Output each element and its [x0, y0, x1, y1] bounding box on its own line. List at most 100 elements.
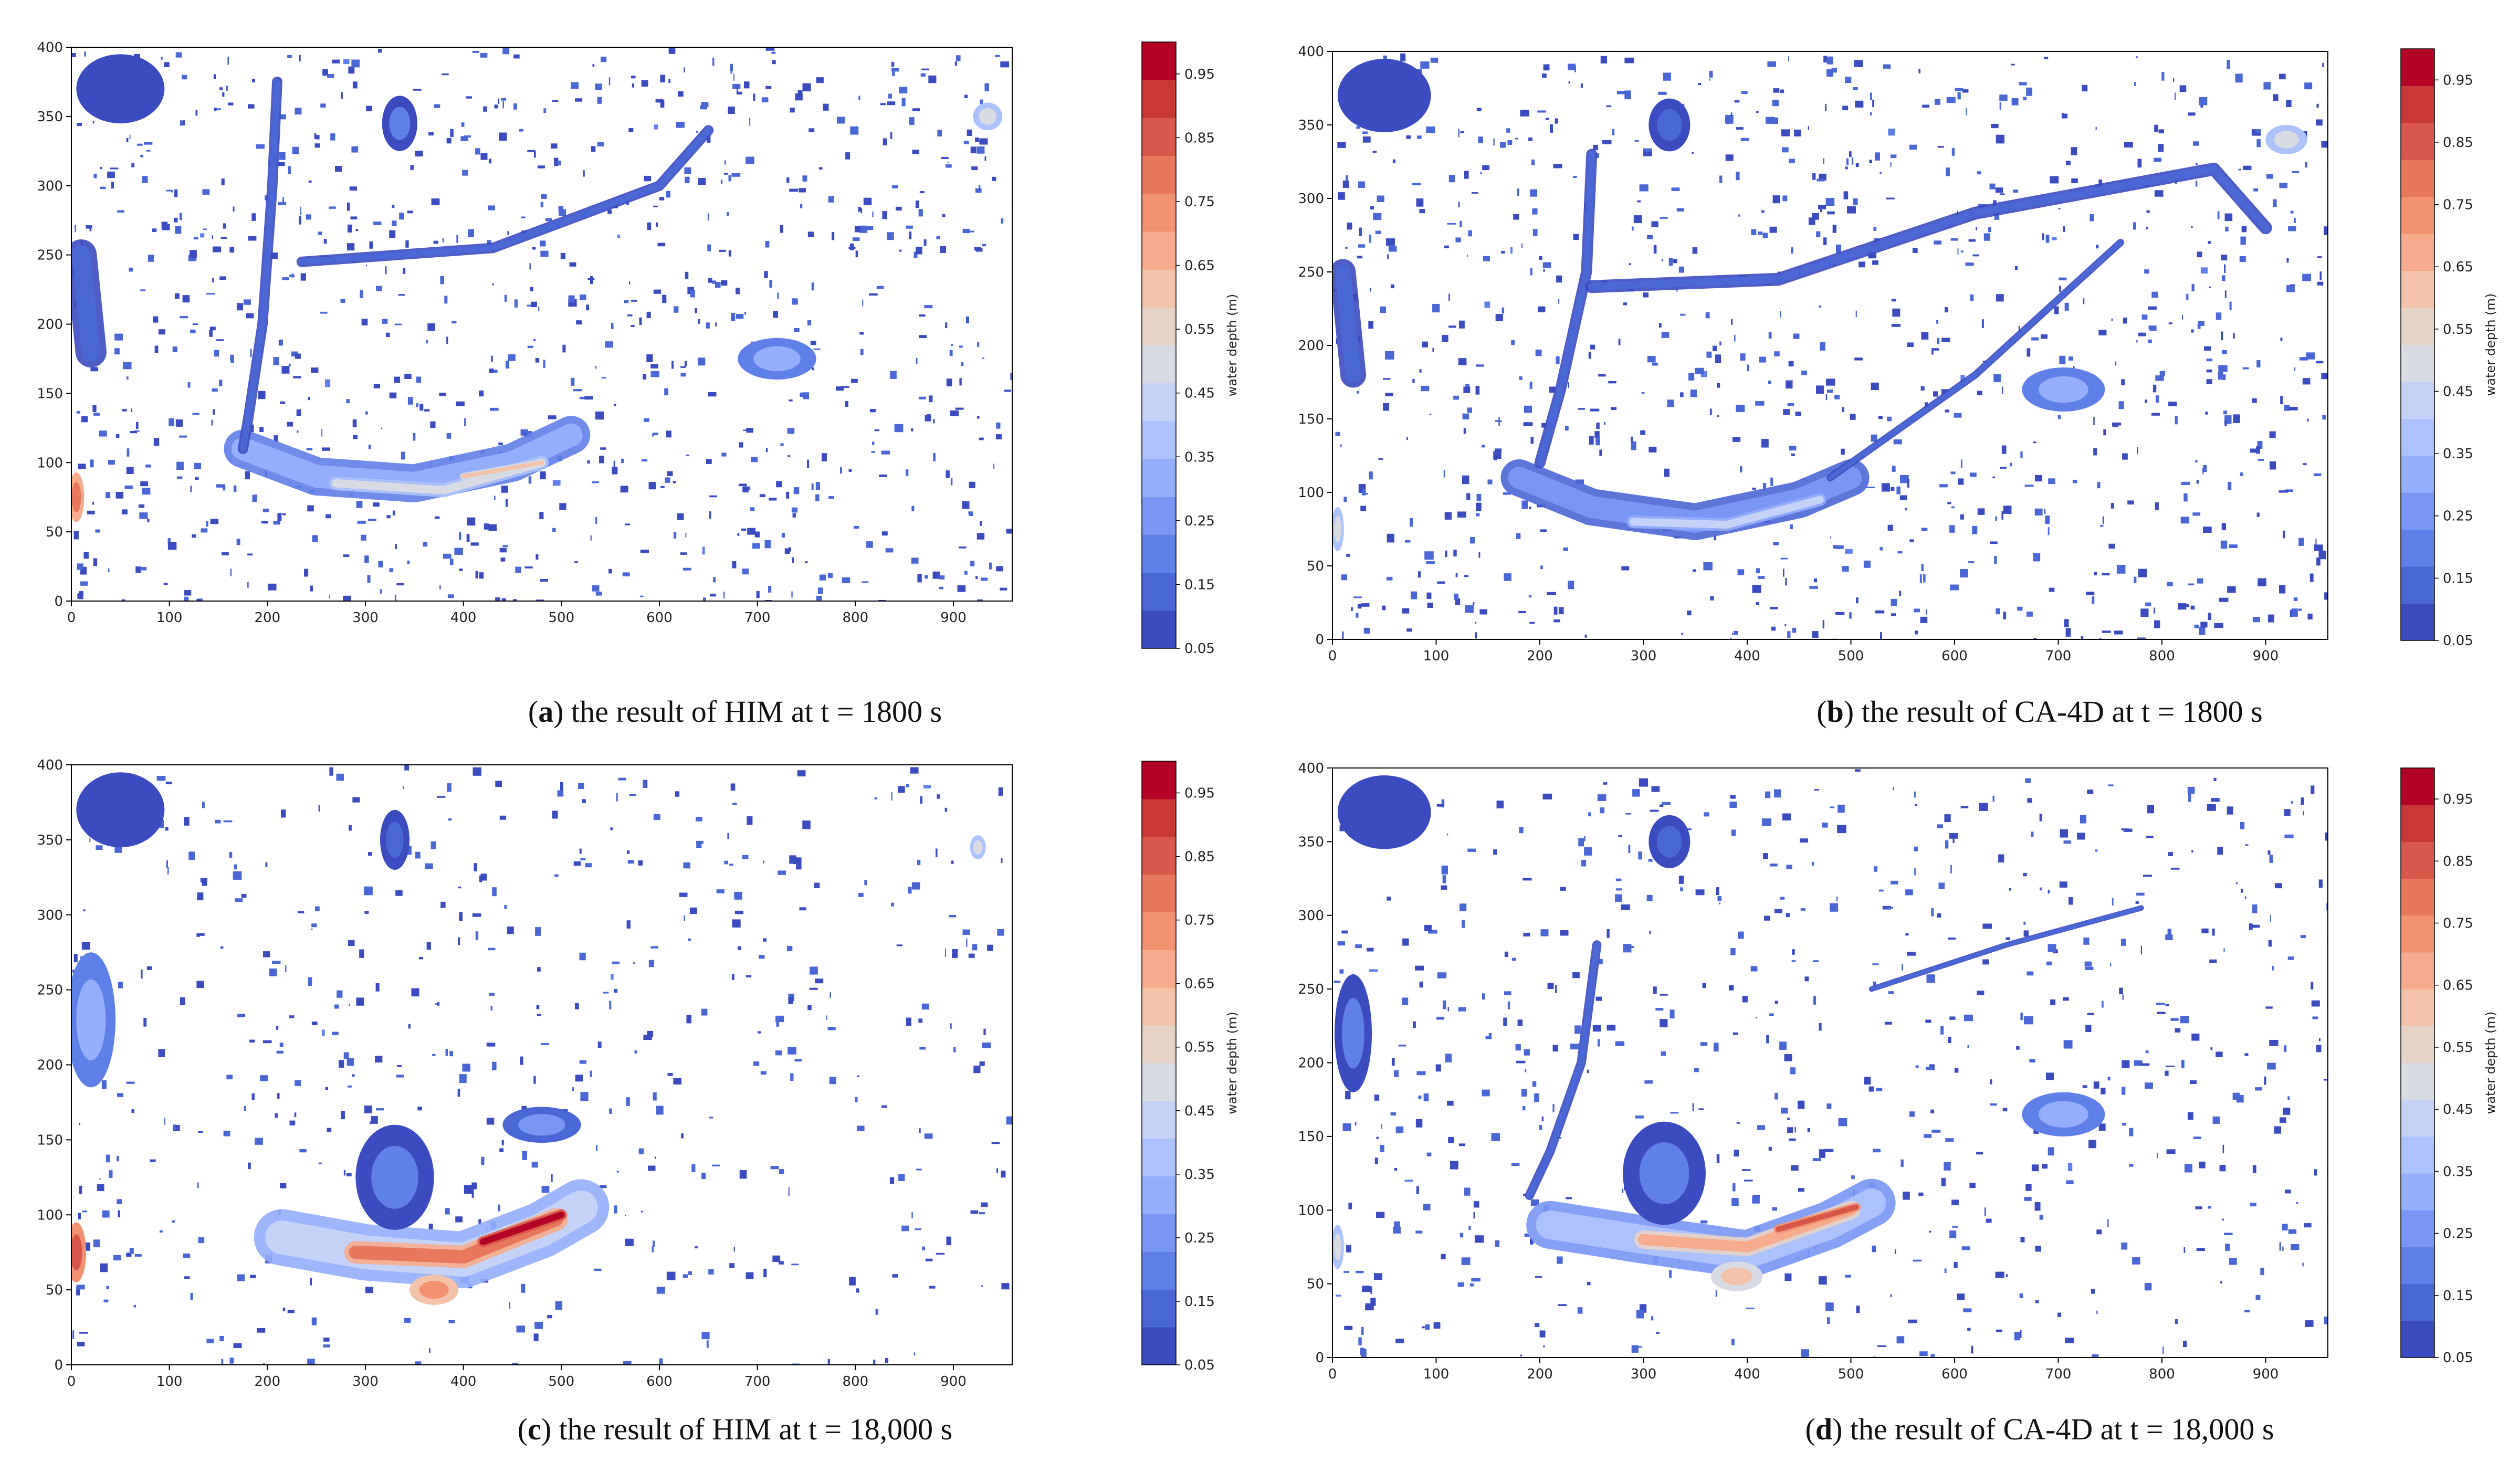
- wet-cell: [959, 378, 962, 386]
- wet-cell: [2019, 1293, 2023, 1298]
- y-tick-label: 0: [1315, 632, 1324, 648]
- wet-cell: [250, 349, 252, 357]
- ponding-blob-core: [973, 840, 983, 855]
- wet-cell: [243, 299, 251, 305]
- wet-cell: [1877, 1345, 1886, 1347]
- wet-cell: [1819, 1149, 1826, 1158]
- wet-cell: [2321, 373, 2328, 380]
- wet-cell: [375, 1056, 383, 1063]
- wet-cell: [1606, 105, 1612, 108]
- wet-cell: [901, 98, 906, 107]
- wet-cell: [1534, 1093, 1539, 1102]
- wet-cell: [1826, 56, 1833, 65]
- wet-cell: [548, 415, 556, 419]
- wet-cell: [625, 1214, 626, 1216]
- wet-cell: [698, 357, 706, 366]
- wet-cell: [1441, 799, 1445, 808]
- wet-cell: [1570, 1044, 1580, 1050]
- wet-cell: [587, 460, 590, 464]
- wet-cell: [512, 1363, 518, 1365]
- wet-cell: [2102, 1001, 2104, 1008]
- wet-cell: [911, 506, 915, 512]
- wet-cell: [436, 1002, 440, 1006]
- wet-cell: [1842, 407, 1844, 413]
- wet-cell: [685, 176, 690, 183]
- wet-cell: [369, 241, 373, 249]
- wet-cell: [1915, 630, 1918, 635]
- wet-cell: [323, 239, 327, 244]
- wet-cell: [1800, 838, 1809, 843]
- wet-cell: [1418, 571, 1421, 578]
- wet-cell: [1540, 529, 1547, 532]
- wet-cell: [1773, 542, 1779, 545]
- wet-cell: [1823, 56, 1827, 63]
- wet-cell: [445, 1208, 450, 1215]
- wet-cell: [1560, 930, 1569, 936]
- wet-cell: [1621, 904, 1630, 910]
- wet-cell: [108, 568, 110, 572]
- wet-cell: [130, 431, 137, 434]
- wet-cell: [712, 1164, 720, 1167]
- colorbar-tick-label: 0.15: [1184, 1294, 1215, 1310]
- wet-cell: [1968, 561, 1975, 563]
- wet-cell: [628, 128, 634, 132]
- wet-cell: [1779, 1041, 1787, 1050]
- wet-cell: [2115, 361, 2117, 366]
- wet-cell: [1988, 227, 1991, 233]
- wet-cell: [470, 542, 479, 546]
- wet-cell: [1461, 1257, 1471, 1265]
- wet-cell: [842, 577, 850, 584]
- wet-cell: [1631, 436, 1633, 443]
- wet-cell: [2285, 489, 2293, 492]
- wet-cell: [2250, 448, 2259, 453]
- wet-cell: [2102, 573, 2110, 576]
- wet-cell: [814, 882, 820, 888]
- wet-cell: [1952, 1226, 1958, 1228]
- wet-cell: [1990, 541, 1998, 544]
- wet-cell: [1652, 362, 1658, 366]
- x-tick-label: 200: [1527, 648, 1553, 664]
- wet-cell: [2147, 805, 2155, 814]
- wet-cell: [1501, 251, 1505, 254]
- wet-cell: [410, 165, 414, 170]
- wet-cell: [2154, 190, 2164, 197]
- colorbar-segment: [1142, 307, 1176, 345]
- wet-cell: [2068, 356, 2074, 361]
- colorbar-segment: [2401, 86, 2434, 123]
- wet-cell: [540, 202, 544, 207]
- colorbar-segment: [1142, 534, 1176, 573]
- wet-cell: [835, 386, 844, 391]
- wet-cell: [2227, 806, 2233, 815]
- wet-cell: [2315, 538, 2317, 545]
- wet-cell: [2206, 369, 2212, 373]
- wet-cell: [1700, 1220, 1708, 1224]
- wet-cell: [1476, 502, 1482, 511]
- wet-cell: [633, 962, 635, 964]
- wet-cell: [1944, 1268, 1947, 1273]
- wet-cell: [1370, 288, 1371, 292]
- wet-cell: [233, 206, 235, 212]
- wet-cell: [2138, 332, 2146, 336]
- wet-cell: [408, 1024, 411, 1029]
- wet-cell: [2155, 502, 2159, 510]
- wet-cell: [1887, 524, 1893, 531]
- colorbar-tick-label: 0.85: [2443, 854, 2473, 869]
- wet-cell: [1553, 606, 1558, 615]
- wet-cell: [1798, 1188, 1804, 1192]
- wet-cell: [1542, 793, 1552, 799]
- wet-cell: [2092, 1354, 2099, 1357]
- wet-cell: [540, 578, 549, 582]
- wet-cell: [1972, 525, 1978, 534]
- wet-cell: [2286, 258, 2289, 263]
- wet-cell: [2102, 516, 2104, 524]
- wet-cell: [1535, 1323, 1540, 1328]
- wet-cell: [1808, 126, 1809, 131]
- wet-cell: [1981, 319, 1984, 328]
- wet-cell: [2201, 928, 2209, 933]
- wet-cell: [912, 150, 919, 154]
- wet-cell: [79, 1332, 88, 1334]
- wet-cell: [2236, 1094, 2244, 1103]
- wet-cell: [1004, 390, 1011, 392]
- wet-cell: [921, 68, 930, 70]
- wet-cell: [1337, 941, 1345, 946]
